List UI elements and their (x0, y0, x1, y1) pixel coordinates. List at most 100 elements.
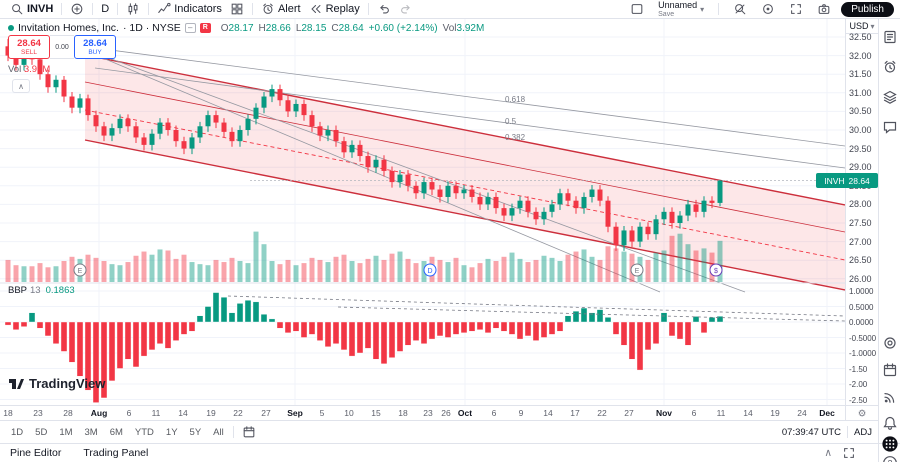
toolbar-divider (117, 3, 119, 15)
timeframe-3m-button[interactable]: 3M (84, 426, 98, 438)
trading-panel-tab[interactable]: Trading Panel (83, 447, 149, 459)
volume-bar (453, 257, 459, 282)
fullscreen-button[interactable] (785, 1, 807, 18)
watchlist-icon[interactable] (882, 29, 898, 45)
symbol-title[interactable]: Invitation Homes, Inc. (18, 22, 119, 34)
bbp-bar (500, 321, 508, 332)
volume-bar (661, 250, 667, 282)
time-axis-label: 14 (178, 408, 188, 418)
event-marker-d[interactable]: D (423, 263, 437, 277)
adj-toggle[interactable]: ADJ (854, 426, 872, 438)
layout-name-button[interactable]: Unnamed Save ▾ (654, 0, 708, 18)
indicator-templates-button[interactable] (226, 1, 248, 18)
go-to-date-button[interactable] (238, 424, 260, 441)
market-status-dot (8, 25, 14, 31)
bbp-bar (76, 321, 84, 377)
alerts-clock-icon[interactable] (882, 59, 898, 75)
collapse-bottom-icon[interactable]: ∧ (824, 447, 832, 459)
timeframe-1d-button[interactable]: 1D (11, 426, 24, 438)
chart-style-button[interactable] (122, 1, 144, 18)
timeframe-all-button[interactable]: All (213, 426, 224, 438)
quick-search-button[interactable] (729, 1, 751, 18)
publish-button[interactable]: Publish (841, 1, 894, 17)
bbp-indicator-legend[interactable]: BBP 13 0.1863 (8, 285, 75, 296)
object-tree-icon[interactable] (882, 89, 898, 105)
layout-button[interactable] (626, 1, 648, 18)
volume-bar (461, 265, 467, 282)
bbp-trend-line[interactable] (227, 295, 845, 317)
help-icon[interactable]: ? (882, 455, 898, 462)
indicators-button[interactable]: Indicators (153, 1, 226, 18)
chart-canvas[interactable]: E D E $ (0, 19, 845, 405)
bbp-bar (220, 297, 228, 323)
snapshot-button[interactable] (813, 1, 835, 18)
bbp-bar (44, 321, 52, 337)
volume-bar (277, 264, 283, 282)
bbp-bar (540, 321, 548, 338)
timeframe-5y-button[interactable]: 5Y (189, 426, 202, 438)
redo-button[interactable] (395, 1, 417, 18)
volume-bar (61, 261, 67, 282)
chart-pane[interactable]: E D E $ Invitation Homes, Inc. · 1D · NY… (0, 19, 845, 405)
bbp-bar (564, 315, 572, 323)
trend-line[interactable] (59, 39, 746, 293)
trend-line[interactable] (59, 39, 661, 293)
event-marker-e[interactable]: E (73, 263, 87, 277)
camera-icon (817, 2, 831, 16)
chat-icon[interactable] (882, 119, 898, 135)
price-axis-label: 27.00 (849, 236, 872, 247)
event-marker-e[interactable]: E (630, 263, 644, 277)
volume-bar (221, 262, 227, 282)
volume-bar (37, 263, 43, 282)
price-axis[interactable]: USD ▾ INVH 28.64 32.50 32.00 31.50 31.00 30.5… (816, 19, 878, 420)
volume-bar (349, 261, 355, 282)
news-rss-icon[interactable] (882, 389, 898, 405)
interval-button[interactable]: D (97, 1, 113, 18)
time-axis-label: 18 (3, 408, 13, 418)
ideas-target-icon[interactable] (882, 335, 898, 351)
symbol-search-button[interactable]: INVH (6, 1, 57, 18)
candle (437, 189, 443, 197)
candle (589, 189, 595, 197)
minus-chip-icon[interactable]: – (184, 23, 196, 33)
time-axis-label: 11 (151, 408, 161, 418)
axis-settings-button[interactable]: ⚙ (845, 405, 878, 420)
timeframe-6m-button[interactable]: 6M (109, 426, 123, 438)
pine-editor-tab[interactable]: Pine Editor (10, 447, 62, 459)
time-axis[interactable]: 18 23 28 Aug 6 11 14 19 22 27 Sep 5 10 15 18 23 26 Oct 6 9 1… (0, 405, 845, 420)
price-axis-label: 26.00 (849, 273, 872, 284)
timeframe-1y-button[interactable]: 1Y (165, 426, 178, 438)
volume-bar (181, 254, 187, 282)
volume-bar (397, 251, 403, 282)
trend-line[interactable] (94, 67, 845, 169)
timeframe-5d-button[interactable]: 5D (35, 426, 48, 438)
buy-button[interactable]: 28.64 BUY (74, 35, 116, 59)
bbp-trend-line[interactable] (337, 306, 845, 322)
calendar-icon[interactable] (882, 362, 898, 378)
plus-circle-icon (70, 2, 84, 16)
bbp-bar (388, 321, 396, 358)
volume-bar (245, 263, 251, 282)
timeframe-1m-button[interactable]: 1M (59, 426, 73, 438)
apps-grid-icon[interactable] (882, 436, 898, 452)
replay-button[interactable]: Replay (305, 1, 364, 18)
trend-line[interactable] (94, 47, 845, 147)
bbp-bar (332, 321, 340, 344)
collapse-panel-button[interactable]: ∧ (12, 79, 30, 93)
undo-button[interactable] (373, 1, 395, 18)
currency-selector[interactable]: USD ▾ (846, 19, 878, 34)
notifications-bell-icon[interactable] (882, 415, 898, 431)
compare-add-button[interactable] (66, 1, 88, 18)
chart-settings-button[interactable] (757, 1, 779, 18)
sell-button[interactable]: 28.64 SELL (8, 35, 50, 59)
expand-icon[interactable] (842, 446, 856, 460)
bbp-bar (636, 321, 644, 371)
bbp-bar (572, 310, 580, 323)
candle (61, 79, 67, 97)
alert-button[interactable]: Alert (257, 1, 305, 18)
volume-bar (693, 250, 699, 282)
clock-utc[interactable]: 07:39:47 UTC (781, 426, 842, 438)
timeframe-ytd-button[interactable]: YTD (134, 426, 154, 438)
bbp-bar (260, 314, 268, 323)
event-marker-split[interactable]: $ (709, 263, 723, 277)
